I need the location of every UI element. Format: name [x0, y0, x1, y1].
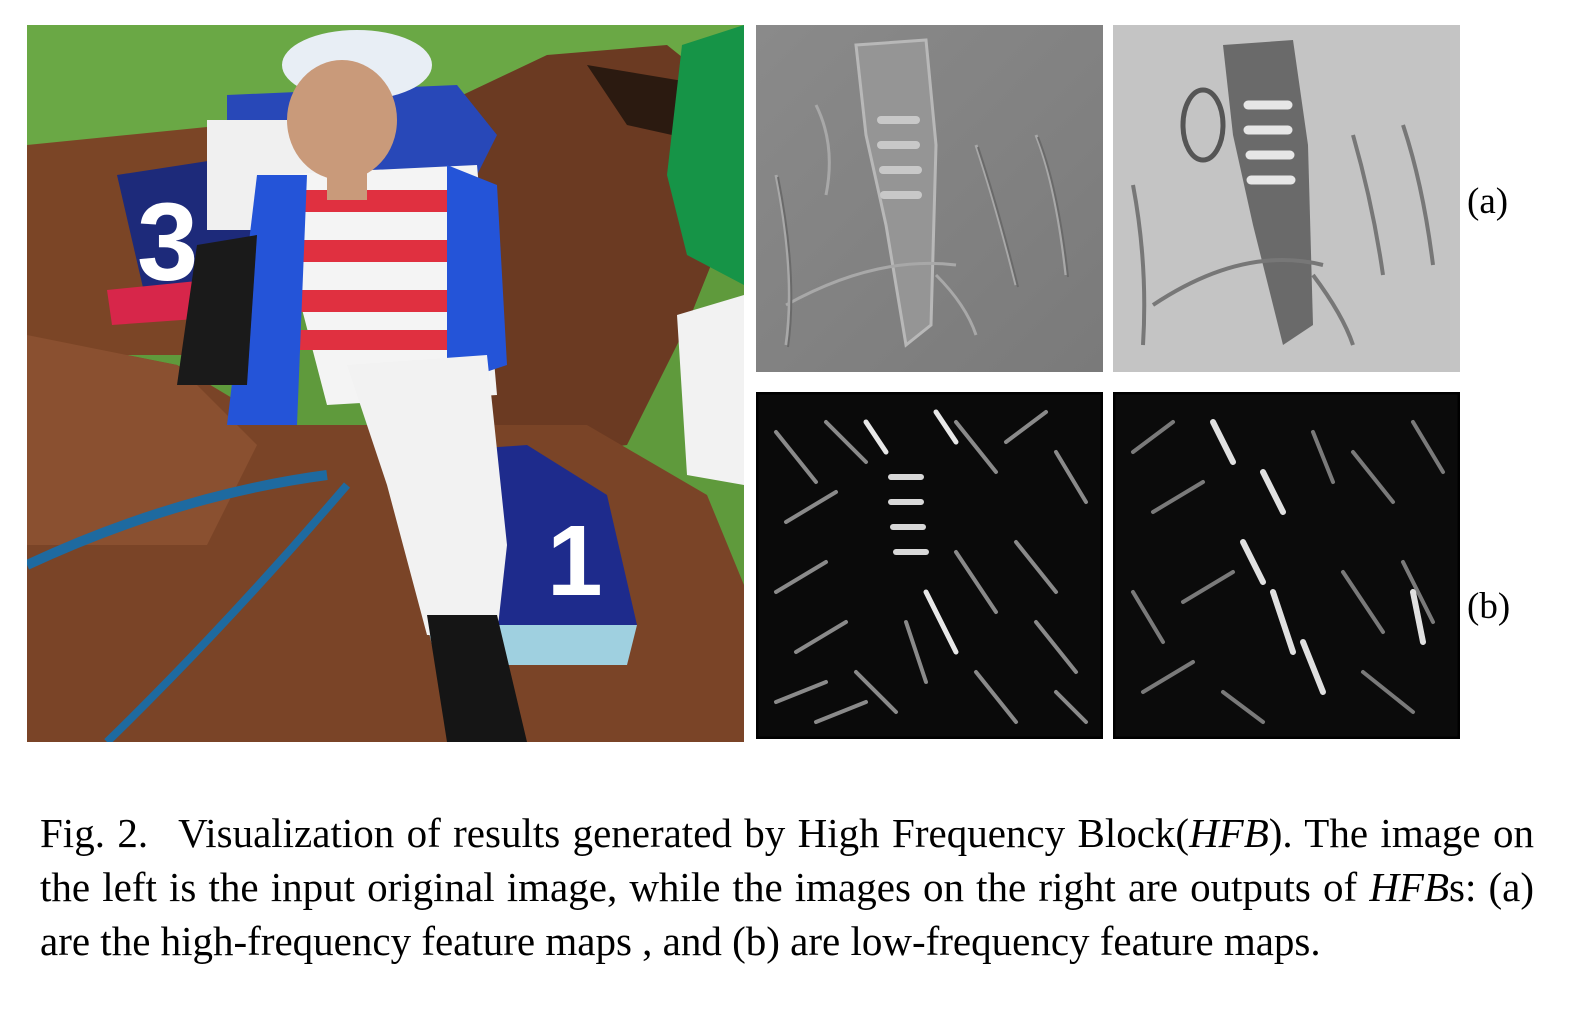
caption-text-1: Visualization of results generated by Hi…	[178, 810, 1190, 856]
saddle-number-3: 3	[137, 181, 198, 304]
high-frequency-map-2	[1113, 25, 1460, 372]
input-photo: 3 1	[27, 25, 744, 742]
caption-text-2: ). The image on the left is the input or…	[40, 810, 1534, 910]
figure-caption: Fig. 2. Visualization of results generate…	[40, 806, 1534, 968]
panel-label-a: (a)	[1467, 181, 1509, 222]
low-frequency-map-1	[756, 392, 1103, 739]
low-frequency-map-2	[1113, 392, 1460, 739]
caption-text-3: s: (a) are the high-frequency feature ma…	[40, 864, 1534, 964]
panel-label-b: (b)	[1467, 586, 1511, 627]
figure-number: Fig. 2.	[40, 810, 149, 856]
caption-hfb: HFB	[1189, 810, 1269, 856]
figure: 3 1	[27, 25, 1511, 742]
saddle-number-1: 1	[547, 505, 603, 617]
caption-hfb-plural: HFB	[1369, 864, 1450, 910]
high-frequency-map-1	[756, 25, 1103, 372]
